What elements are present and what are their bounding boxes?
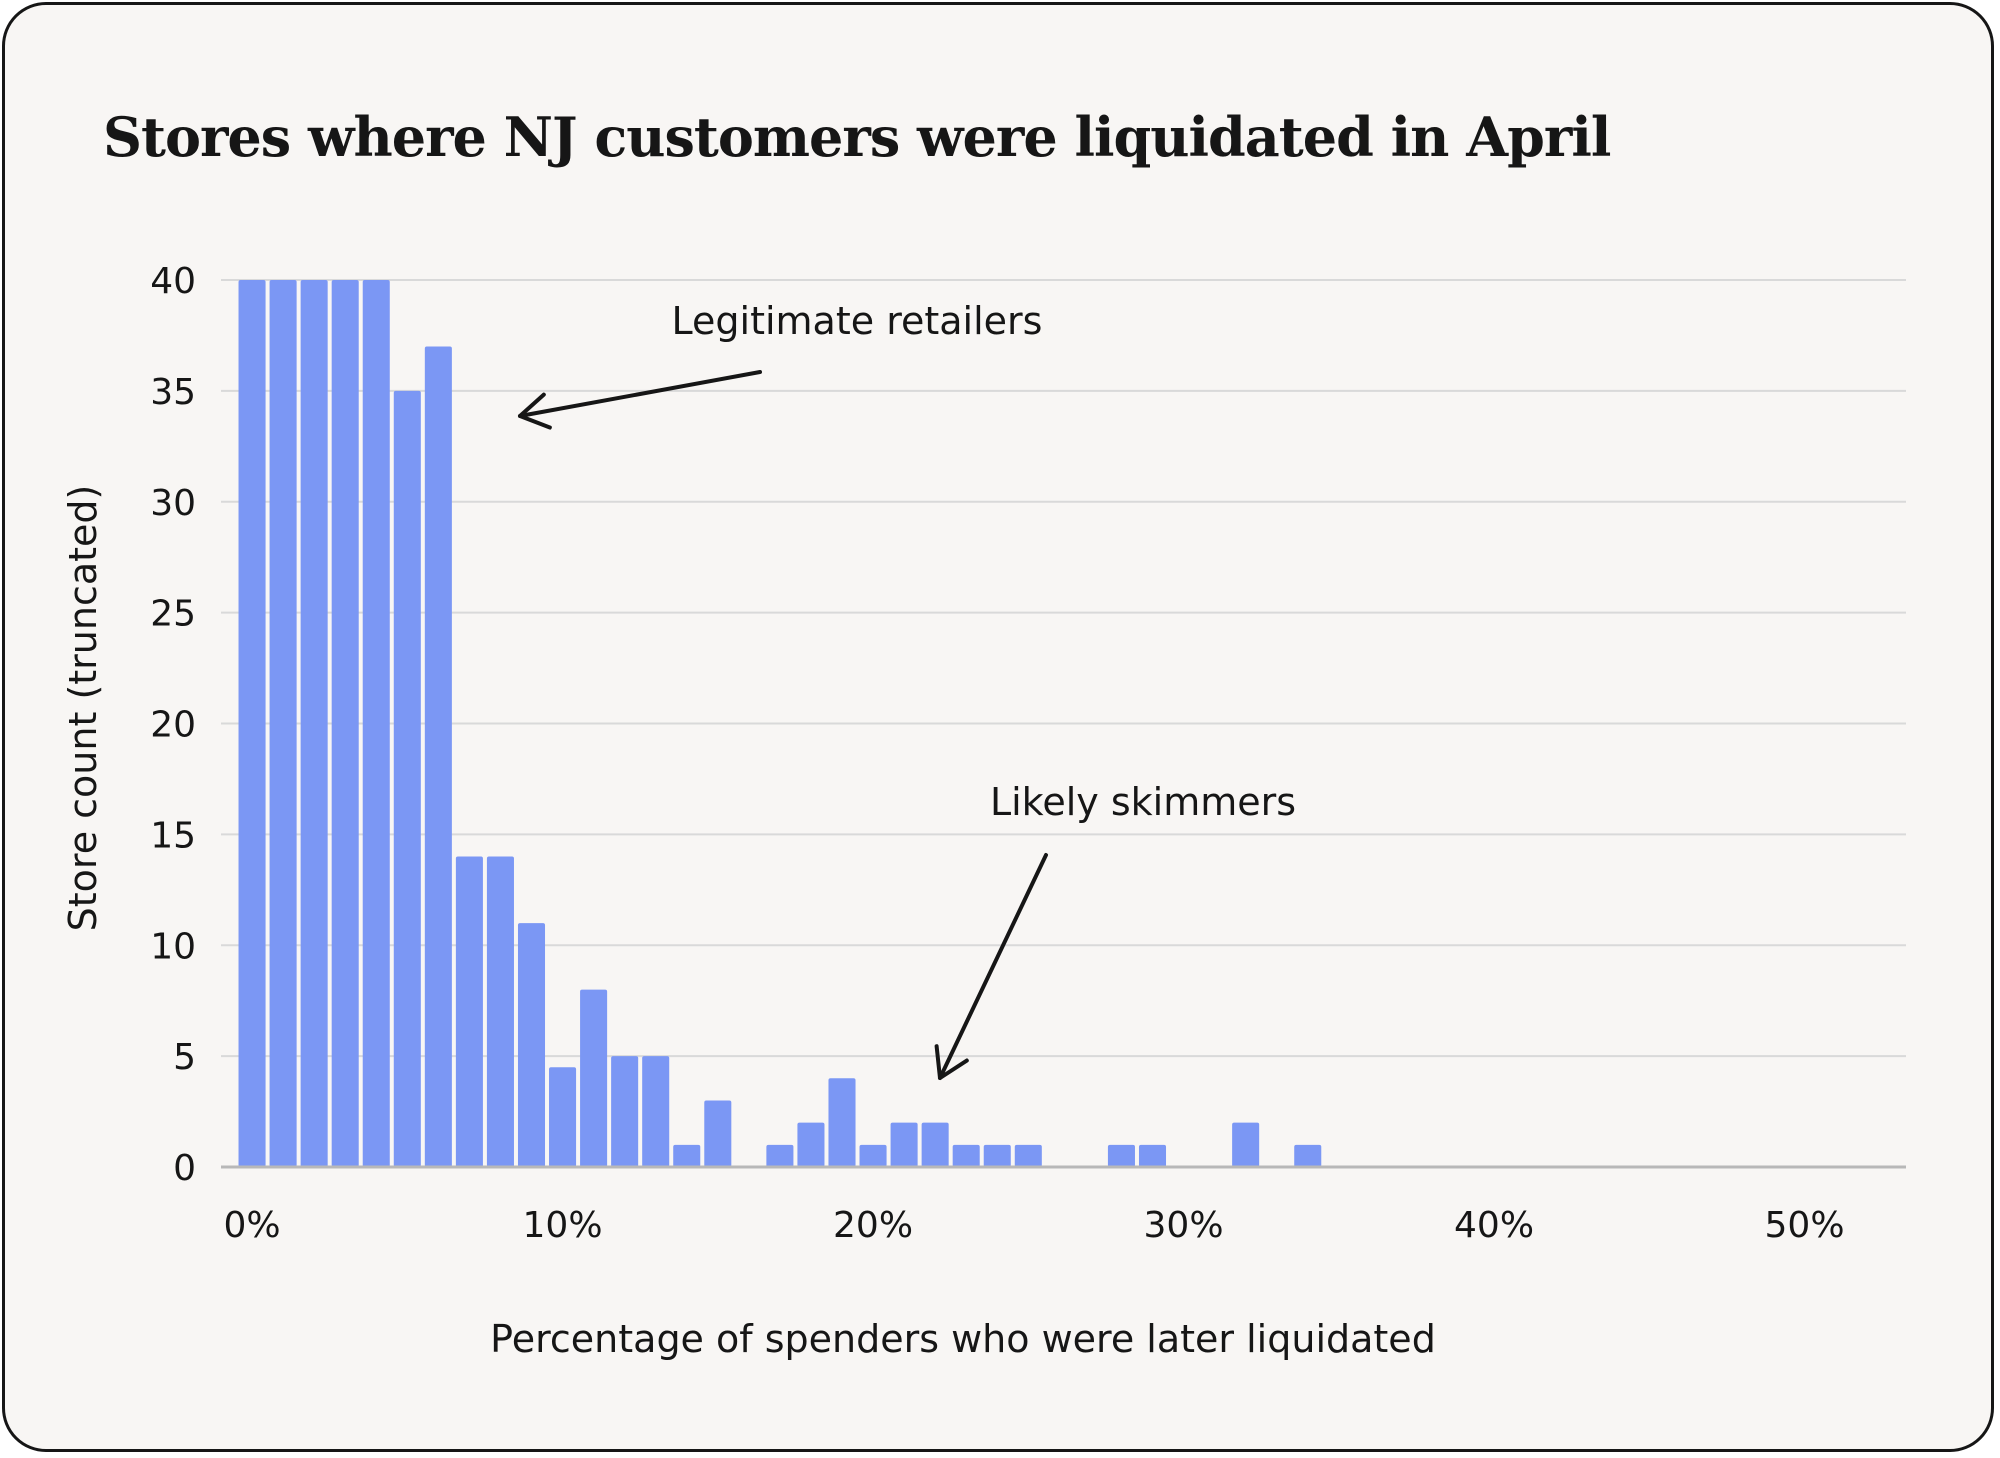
- y-tick-label: 40: [150, 261, 196, 302]
- y-tick-label: 30: [150, 483, 196, 524]
- bar: [890, 1122, 918, 1167]
- annotations: Legitimate retailers Likely skimmers: [518, 299, 1296, 1080]
- x-axis-label: Percentage of spenders who were later li…: [490, 1317, 1436, 1361]
- bars: [238, 280, 1322, 1167]
- x-tick-label: 20%: [833, 1205, 913, 1246]
- bar: [486, 856, 514, 1167]
- x-tick-label: 50%: [1765, 1205, 1845, 1246]
- annotation-label: Legitimate retailers: [672, 299, 1043, 343]
- bar: [300, 280, 328, 1167]
- y-tick-labels: 0 5 10 15 20 25 30 35 40: [150, 261, 196, 1189]
- bar: [704, 1100, 732, 1167]
- x-tick-label: 0%: [223, 1205, 280, 1246]
- bar: [611, 1056, 639, 1167]
- bar: [331, 280, 359, 1167]
- x-tick-labels: 0% 10% 20% 30% 40% 50%: [223, 1205, 1844, 1246]
- bar: [362, 280, 390, 1167]
- y-tick-label: 35: [150, 372, 196, 413]
- arrowhead: [934, 1044, 969, 1080]
- bar: [1107, 1144, 1135, 1167]
- bar: [642, 1056, 670, 1167]
- annotation-arrow: [518, 370, 762, 418]
- bar: [859, 1144, 887, 1167]
- x-tick-label: 40%: [1454, 1205, 1534, 1246]
- y-axis-label: Store count (truncated): [61, 485, 105, 932]
- y-tick-label: 20: [150, 705, 196, 746]
- bar: [983, 1144, 1011, 1167]
- bar: [673, 1144, 701, 1167]
- bar: [1232, 1122, 1260, 1167]
- bar: [921, 1122, 949, 1167]
- bar: [1014, 1144, 1042, 1167]
- x-tick-label: 30%: [1144, 1205, 1224, 1246]
- annotation-arrow: [938, 853, 1048, 1080]
- arrowhead: [518, 392, 552, 430]
- bar: [1294, 1144, 1322, 1167]
- bar: [549, 1067, 577, 1167]
- bar: [828, 1078, 856, 1167]
- y-tick-label: 15: [150, 815, 196, 856]
- x-tick-label: 10%: [523, 1205, 603, 1246]
- bar: [455, 856, 483, 1167]
- bar: [393, 390, 421, 1167]
- bar: [424, 346, 452, 1167]
- bar: [580, 989, 608, 1167]
- chart-title: Stores where NJ customers were liquidate…: [103, 105, 1611, 169]
- bar: [952, 1144, 980, 1167]
- annotation-label: Likely skimmers: [990, 780, 1296, 824]
- y-tick-label: 0: [173, 1148, 196, 1189]
- y-tick-label: 25: [150, 594, 196, 635]
- bar: [797, 1122, 825, 1167]
- bar: [238, 280, 266, 1167]
- bar: [517, 923, 546, 1167]
- bar: [269, 280, 297, 1167]
- y-tick-label: 10: [150, 926, 196, 967]
- bar: [1138, 1144, 1167, 1167]
- bar: [766, 1144, 794, 1167]
- y-tick-label: 5: [173, 1037, 196, 1078]
